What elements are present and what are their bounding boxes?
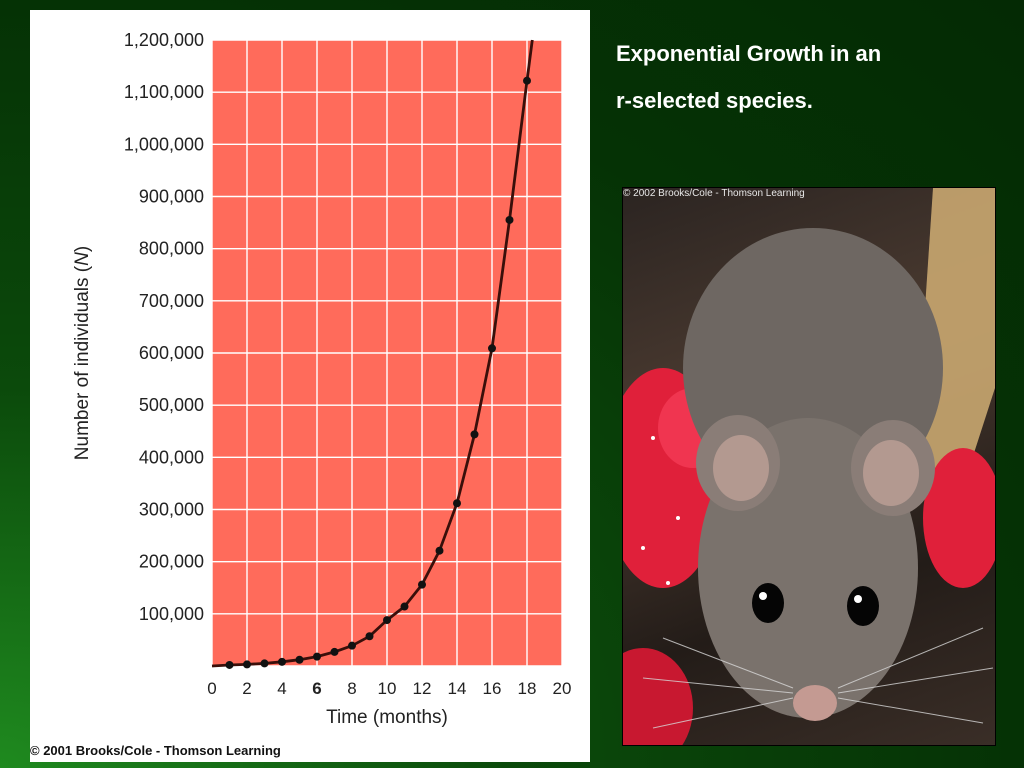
data-point — [488, 344, 496, 353]
x-tick-label: 20 — [553, 679, 572, 698]
data-point — [383, 616, 391, 625]
x-tick-label: 2 — [242, 679, 251, 698]
data-point — [278, 657, 286, 666]
slide-title: Exponential Growth in an r-selected spec… — [616, 30, 1006, 124]
y-tick-label: 600,000 — [139, 343, 204, 363]
y-axis-label-suffix: ) — [72, 246, 93, 252]
data-point — [365, 632, 374, 641]
chart-copyright: © 2001 Brooks/Cole - Thomson Learning — [30, 743, 281, 758]
data-point — [505, 215, 514, 224]
data-point — [243, 660, 251, 669]
chart-panel: 100,000 200,000 300,000 400,000 500,000 600,0… — [30, 10, 590, 762]
data-point — [470, 430, 479, 439]
x-tick-label: 14 — [448, 679, 467, 698]
y-tick-label: 900,000 — [139, 187, 204, 207]
x-tick-label: 8 — [347, 679, 356, 698]
data-point — [260, 659, 269, 668]
data-point — [435, 546, 444, 555]
y-axis-label-prefix: Number of individuals ( — [72, 265, 93, 460]
x-tick-label: 6 — [312, 679, 321, 698]
y-axis-label: Number of individuals (N) — [72, 246, 93, 460]
x-tick-label: 10 — [378, 679, 397, 698]
slide-title-line2: r-selected species. — [616, 88, 813, 113]
data-point — [330, 647, 339, 656]
y-axis-label-var: N — [72, 252, 93, 266]
data-point — [313, 652, 321, 661]
y-tick-label: 800,000 — [139, 239, 204, 259]
data-point — [418, 580, 426, 589]
y-tick-label: 1,200,000 — [124, 30, 204, 50]
y-tick-label: 700,000 — [139, 291, 204, 311]
y-tick-label: 400,000 — [139, 447, 204, 467]
y-tick-label: 1,100,000 — [124, 82, 204, 102]
x-tick-label: 0 — [207, 679, 216, 698]
slide-title-line1: Exponential Growth in an — [616, 41, 882, 66]
data-points — [225, 76, 531, 669]
mouse-image — [623, 188, 995, 745]
x-tick-label: 16 — [483, 679, 502, 698]
growth-chart: 100,000 200,000 300,000 400,000 500,000 600,0… — [72, 30, 571, 728]
x-axis-label: Time (months) — [326, 707, 448, 728]
grid — [211, 39, 563, 667]
data-point — [225, 660, 234, 669]
data-point — [453, 499, 461, 508]
x-tick-label: 18 — [518, 679, 537, 698]
photo-credit: © 2002 Brooks/Cole - Thomson Learning — [623, 188, 805, 199]
x-tick-label: 12 — [413, 679, 432, 698]
data-point — [523, 76, 531, 85]
y-tick-label: 1,000,000 — [124, 134, 204, 154]
y-tick-label: 300,000 — [139, 500, 204, 520]
mouse-photo: © 2002 Brooks/Cole - Thomson Learning — [622, 187, 996, 746]
data-point — [400, 602, 409, 611]
y-tick-label: 200,000 — [139, 552, 204, 572]
data-point — [348, 641, 356, 650]
x-tick-labels: 0 2 4 6 8 10 12 14 16 18 20 — [207, 679, 571, 698]
y-tick-labels: 100,000 200,000 300,000 400,000 500,000 600,0… — [124, 30, 204, 624]
data-point — [295, 655, 304, 664]
x-tick-label: 4 — [277, 679, 286, 698]
y-tick-label: 100,000 — [139, 604, 204, 624]
y-tick-label: 500,000 — [139, 395, 204, 415]
